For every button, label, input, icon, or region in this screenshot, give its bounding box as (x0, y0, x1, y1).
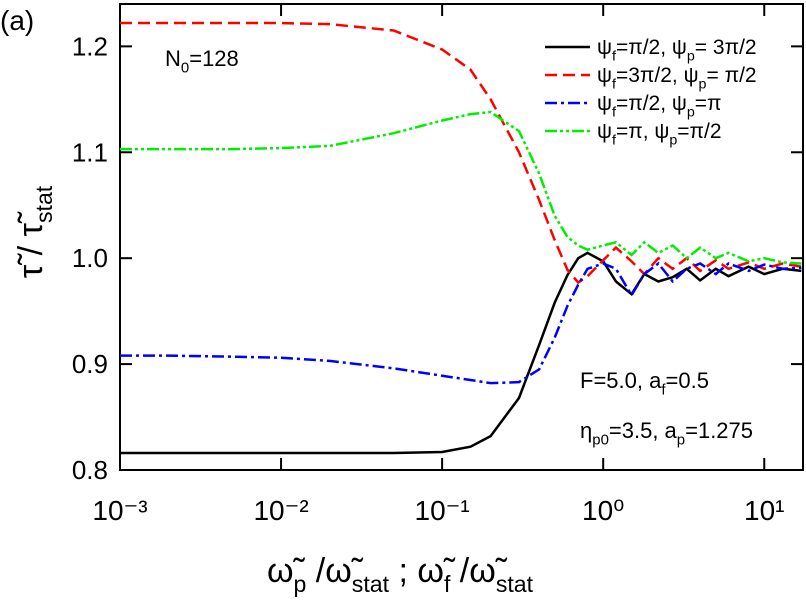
text-part: = 3π/2 (695, 36, 757, 59)
panel-label: (a) (0, 5, 34, 36)
subscript: p0 (592, 432, 609, 449)
x-tick-label: 10⁻³ (92, 495, 147, 526)
text-part: F=5.0, a (580, 368, 662, 393)
subscript: p (687, 48, 695, 64)
y-axis-label: τ̃ / τ̃stat (12, 185, 57, 278)
subscript: f (612, 48, 616, 64)
subscript: stat (496, 571, 534, 597)
text-part: =0.5 (666, 368, 709, 393)
legend-label: ψf=π/2, ψp=π (597, 92, 722, 120)
y-tick-label: 0.9 (72, 349, 108, 379)
text-part: =1.275 (685, 418, 753, 443)
y-tick-label: 1.0 (72, 243, 108, 273)
annotation: N0=128 (165, 46, 239, 77)
subscript: f (661, 382, 666, 399)
subscript: 0 (181, 60, 189, 77)
subscript: f (612, 104, 616, 120)
subscript: p (677, 432, 685, 449)
text-part: =128 (189, 46, 239, 71)
x-tick-label: 10⁻² (253, 495, 308, 526)
subscript: f (612, 132, 616, 148)
legend-label: ψf=3π/2, ψp= π/2 (597, 64, 757, 92)
text-part: =π/2, ψ (616, 36, 687, 59)
x-axis-label: ω̃p /ω̃stat ; ω̃f /ω̃stat (267, 552, 534, 597)
subscript: f (612, 76, 616, 92)
text-part: N (165, 46, 181, 71)
data-line (120, 261, 802, 385)
data-line (120, 21, 802, 285)
subscript: stat (31, 185, 57, 223)
y-tick-label: 1.2 (72, 31, 108, 61)
subscript: p (669, 132, 677, 148)
legend-label: ψf=π/2, ψp= 3π/2 (597, 36, 757, 64)
x-tick-label: 10⁻¹ (415, 495, 470, 526)
text-part: η (580, 418, 592, 443)
text-part: ψ (597, 64, 612, 87)
legend-label: ψf=π, ψp=π/2 (597, 120, 722, 148)
text-part: = π/2 (706, 64, 756, 87)
text-part: ψ (597, 92, 612, 115)
y-tick-label: 0.8 (72, 455, 108, 485)
text-part: =3π/2, ψ (616, 64, 699, 87)
subscript: f (444, 571, 451, 597)
annotation: F=5.0, af=0.5 (580, 368, 709, 399)
data-line (120, 110, 802, 265)
text-part: =π (695, 92, 722, 115)
subscript: p (293, 571, 306, 597)
subscript: stat (352, 571, 390, 597)
text-part: ψ (597, 120, 612, 143)
text-part: ψ (597, 36, 612, 59)
y-tick-label: 1.1 (72, 137, 108, 167)
text-part: =3.5, a (609, 418, 678, 443)
text-part: =π, ψ (616, 120, 669, 143)
annotation: ηp0=3.5, ap=1.275 (580, 418, 753, 449)
subscript: p (687, 104, 695, 120)
text-part: =π/2, ψ (616, 92, 687, 115)
x-tick-label: 10⁰ (582, 495, 624, 526)
subscript: p (699, 76, 707, 92)
plot-frame (119, 3, 804, 471)
text-part: =π/2 (677, 120, 721, 143)
x-tick-label: 10¹ (744, 495, 784, 526)
